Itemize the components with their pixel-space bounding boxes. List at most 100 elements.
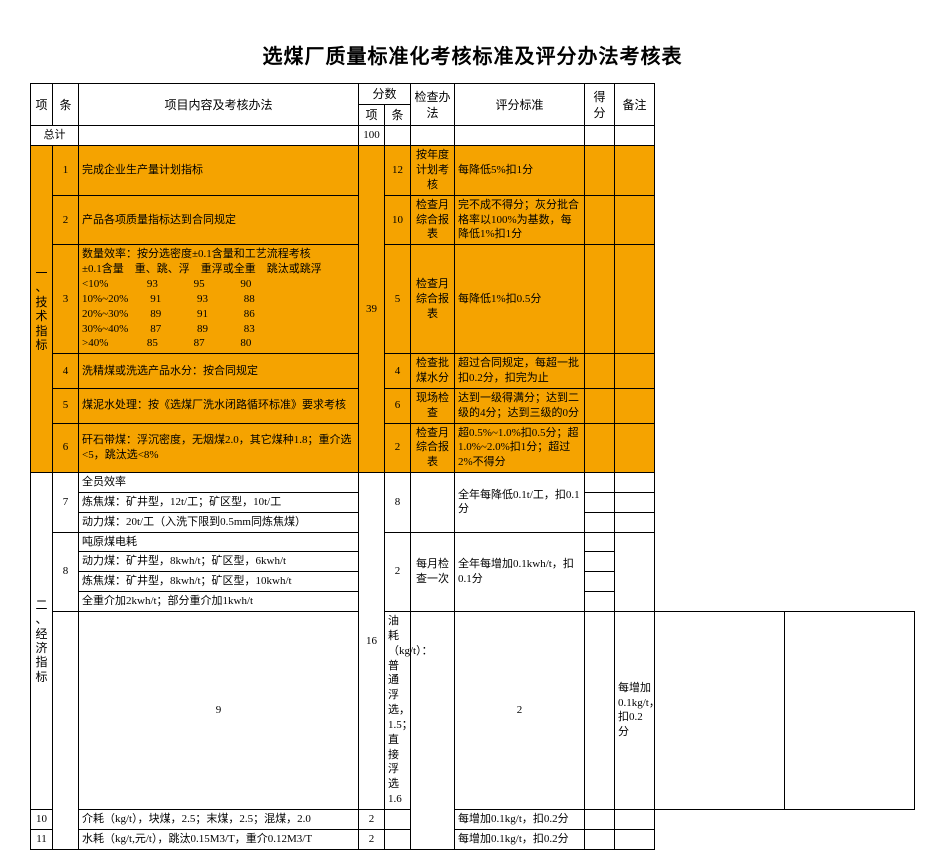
cell: 7 [53,473,79,533]
hdr-tiao: 条 [53,84,79,126]
total-label: 总计 [31,126,79,146]
cell [585,492,615,512]
cell: 超0.5%~1.0%扣0.5分；超1.0%~2.0%扣1分；超过2%不得分 [455,423,585,473]
cell: 每增加0.1kg/t，扣0.2分 [615,612,655,810]
cell: 洗精煤或洗选产品水分：按合同规定 [79,354,359,389]
cell: 达到一级得满分；达到二级的4分；达到三级的0分 [455,388,585,423]
cell [615,512,655,532]
cell: 全员效率 [79,473,359,493]
cell: 5 [53,388,79,423]
cell: 2 [385,532,411,611]
cell: 2 [53,195,79,245]
cell: 检查批 煤水分 [411,354,455,389]
cell [615,532,655,611]
cell: 全年每降低0.1t/工，扣0.1分 [455,473,585,533]
cell: 2 [385,423,411,473]
cell [615,809,655,829]
empty [385,126,411,146]
cell [585,809,615,829]
cell: 完成企业生产量计划指标 [79,146,359,196]
cell [585,612,615,810]
cell [585,146,615,196]
cell: 产品各项质量指标达到合同规定 [79,195,359,245]
cell [615,829,655,849]
cell: 超过合同规定，每超一批扣0.2分，扣完为止 [455,354,585,389]
cell [615,423,655,473]
cell [585,388,615,423]
hdr-fen-xiang: 项 [359,105,385,126]
cell: 介耗（kg/t），块煤，2.5；末煤，2.5；混煤，2.0 [79,809,359,829]
table-row: 8 吨原煤电耗 2 每月检 查一次 全年每增加0.1kwh/t，扣0.1分 [31,532,915,552]
table-row: 一 、 技 术 指 标 1 完成企业生产量计划指标 39 12 按年度 计划考 … [31,146,915,196]
cell: 检查月 综合报 表 [411,245,455,354]
hdr-note: 备注 [615,84,655,126]
cell: 煤泥水处理：按《选煤厂洗水闭路循环标准》要求考核 [79,388,359,423]
cell [615,388,655,423]
cell: 吨原煤电耗 [79,532,359,552]
table-row: 2 产品各项质量指标达到合同规定 10 检查月 综合报 表 完不成不得分；灰分批… [31,195,915,245]
table-row: 5 煤泥水处理：按《选煤厂洗水闭路循环标准》要求考核 6 现场检 查 达到一级得… [31,388,915,423]
cell [385,829,411,849]
header-row: 项 条 项目内容及考核办法 分数 检查办法 评分标准 得分 备注 [31,84,915,105]
cell: 检查月 综合报 表 [411,423,455,473]
cell [585,354,615,389]
hdr-fenshu: 分数 [359,84,411,105]
cell [615,492,655,512]
cell: 1 [53,146,79,196]
cell [585,532,615,552]
cell: 每降低5%扣1分 [455,146,585,196]
cell: 每增加0.1kg/t，扣0.2分 [455,829,585,849]
empty [411,126,455,146]
table-row: 9 油耗（kg/t）：普通浮选，1.5；直接浮选1.6 2 每增加0.1kg/t… [31,612,915,810]
cell: 每增加0.1kg/t，扣0.2分 [455,809,585,829]
cell: 4 [53,354,79,389]
cell: 2 [359,829,385,849]
hdr-score: 得分 [585,84,615,126]
cell: 16 [359,473,385,810]
hdr-std: 评分标准 [455,84,585,126]
hdr-xiang: 项 [31,84,53,126]
cell [585,195,615,245]
cell: 10 [31,809,53,829]
hdr-method: 检查办法 [411,84,455,126]
cell: 8 [53,532,79,611]
cell [585,245,615,354]
cell [615,473,655,493]
cell [585,829,615,849]
cell: 动力煤：矿井型，8kwh/t；矿区型，6kwh/t [79,552,359,572]
cell: 12 [385,146,411,196]
cell: 8 [385,473,411,533]
section2-label: 二 、 经 济 指 标 [31,473,53,810]
cell [585,512,615,532]
cell [53,612,79,850]
hdr-content: 项目内容及考核办法 [79,84,359,126]
cell: 11 [31,829,53,849]
table-row: 11 水耗（kg/t,元/t），跳汰0.15M3/T，重介0.12M3/T 2 … [31,829,915,849]
cell: 按年度 计划考 核 [411,146,455,196]
empty [615,126,655,146]
table-row: 3 数量效率：按分选密度±0.1含量和工艺流程考核 ±0.1含量 重、跳、浮 重… [31,245,915,354]
cell [615,195,655,245]
cell: 每月检 查一次 [411,532,455,611]
cell: 3 [53,245,79,354]
table-row: 二 、 经 济 指 标 7 全员效率 16 8 全年每降低0.1t/工，扣0.1… [31,473,915,493]
cell: 6 [53,423,79,473]
cell: 油耗（kg/t）：普通浮选，1.5；直接浮选1.6 [385,612,411,810]
hdr-fen-tiao: 条 [385,105,411,126]
cell [615,146,655,196]
cell: 6 [385,388,411,423]
assessment-table: 项 条 项目内容及考核办法 分数 检查办法 评分标准 得分 备注 项 条 总计 … [30,83,915,850]
section1-label: 一 、 技 术 指 标 [31,146,53,473]
cell [385,809,411,829]
cell: 每降低1%扣0.5分 [455,245,585,354]
cell [784,612,914,810]
cell [615,354,655,389]
cell: 数量效率：按分选密度±0.1含量和工艺流程考核 ±0.1含量 重、跳、浮 重浮或… [79,245,359,354]
cell [585,423,615,473]
total-score: 100 [359,126,385,146]
cell: 检查月 综合报 表 [411,195,455,245]
page-title: 选煤厂质量标准化考核标准及评分办法考核表 [30,40,915,69]
cell [585,473,615,493]
cell: 动力煤：20t/工（入洗下限到0.5mm同炼焦煤） [79,512,359,532]
cell: 39 [359,146,385,473]
